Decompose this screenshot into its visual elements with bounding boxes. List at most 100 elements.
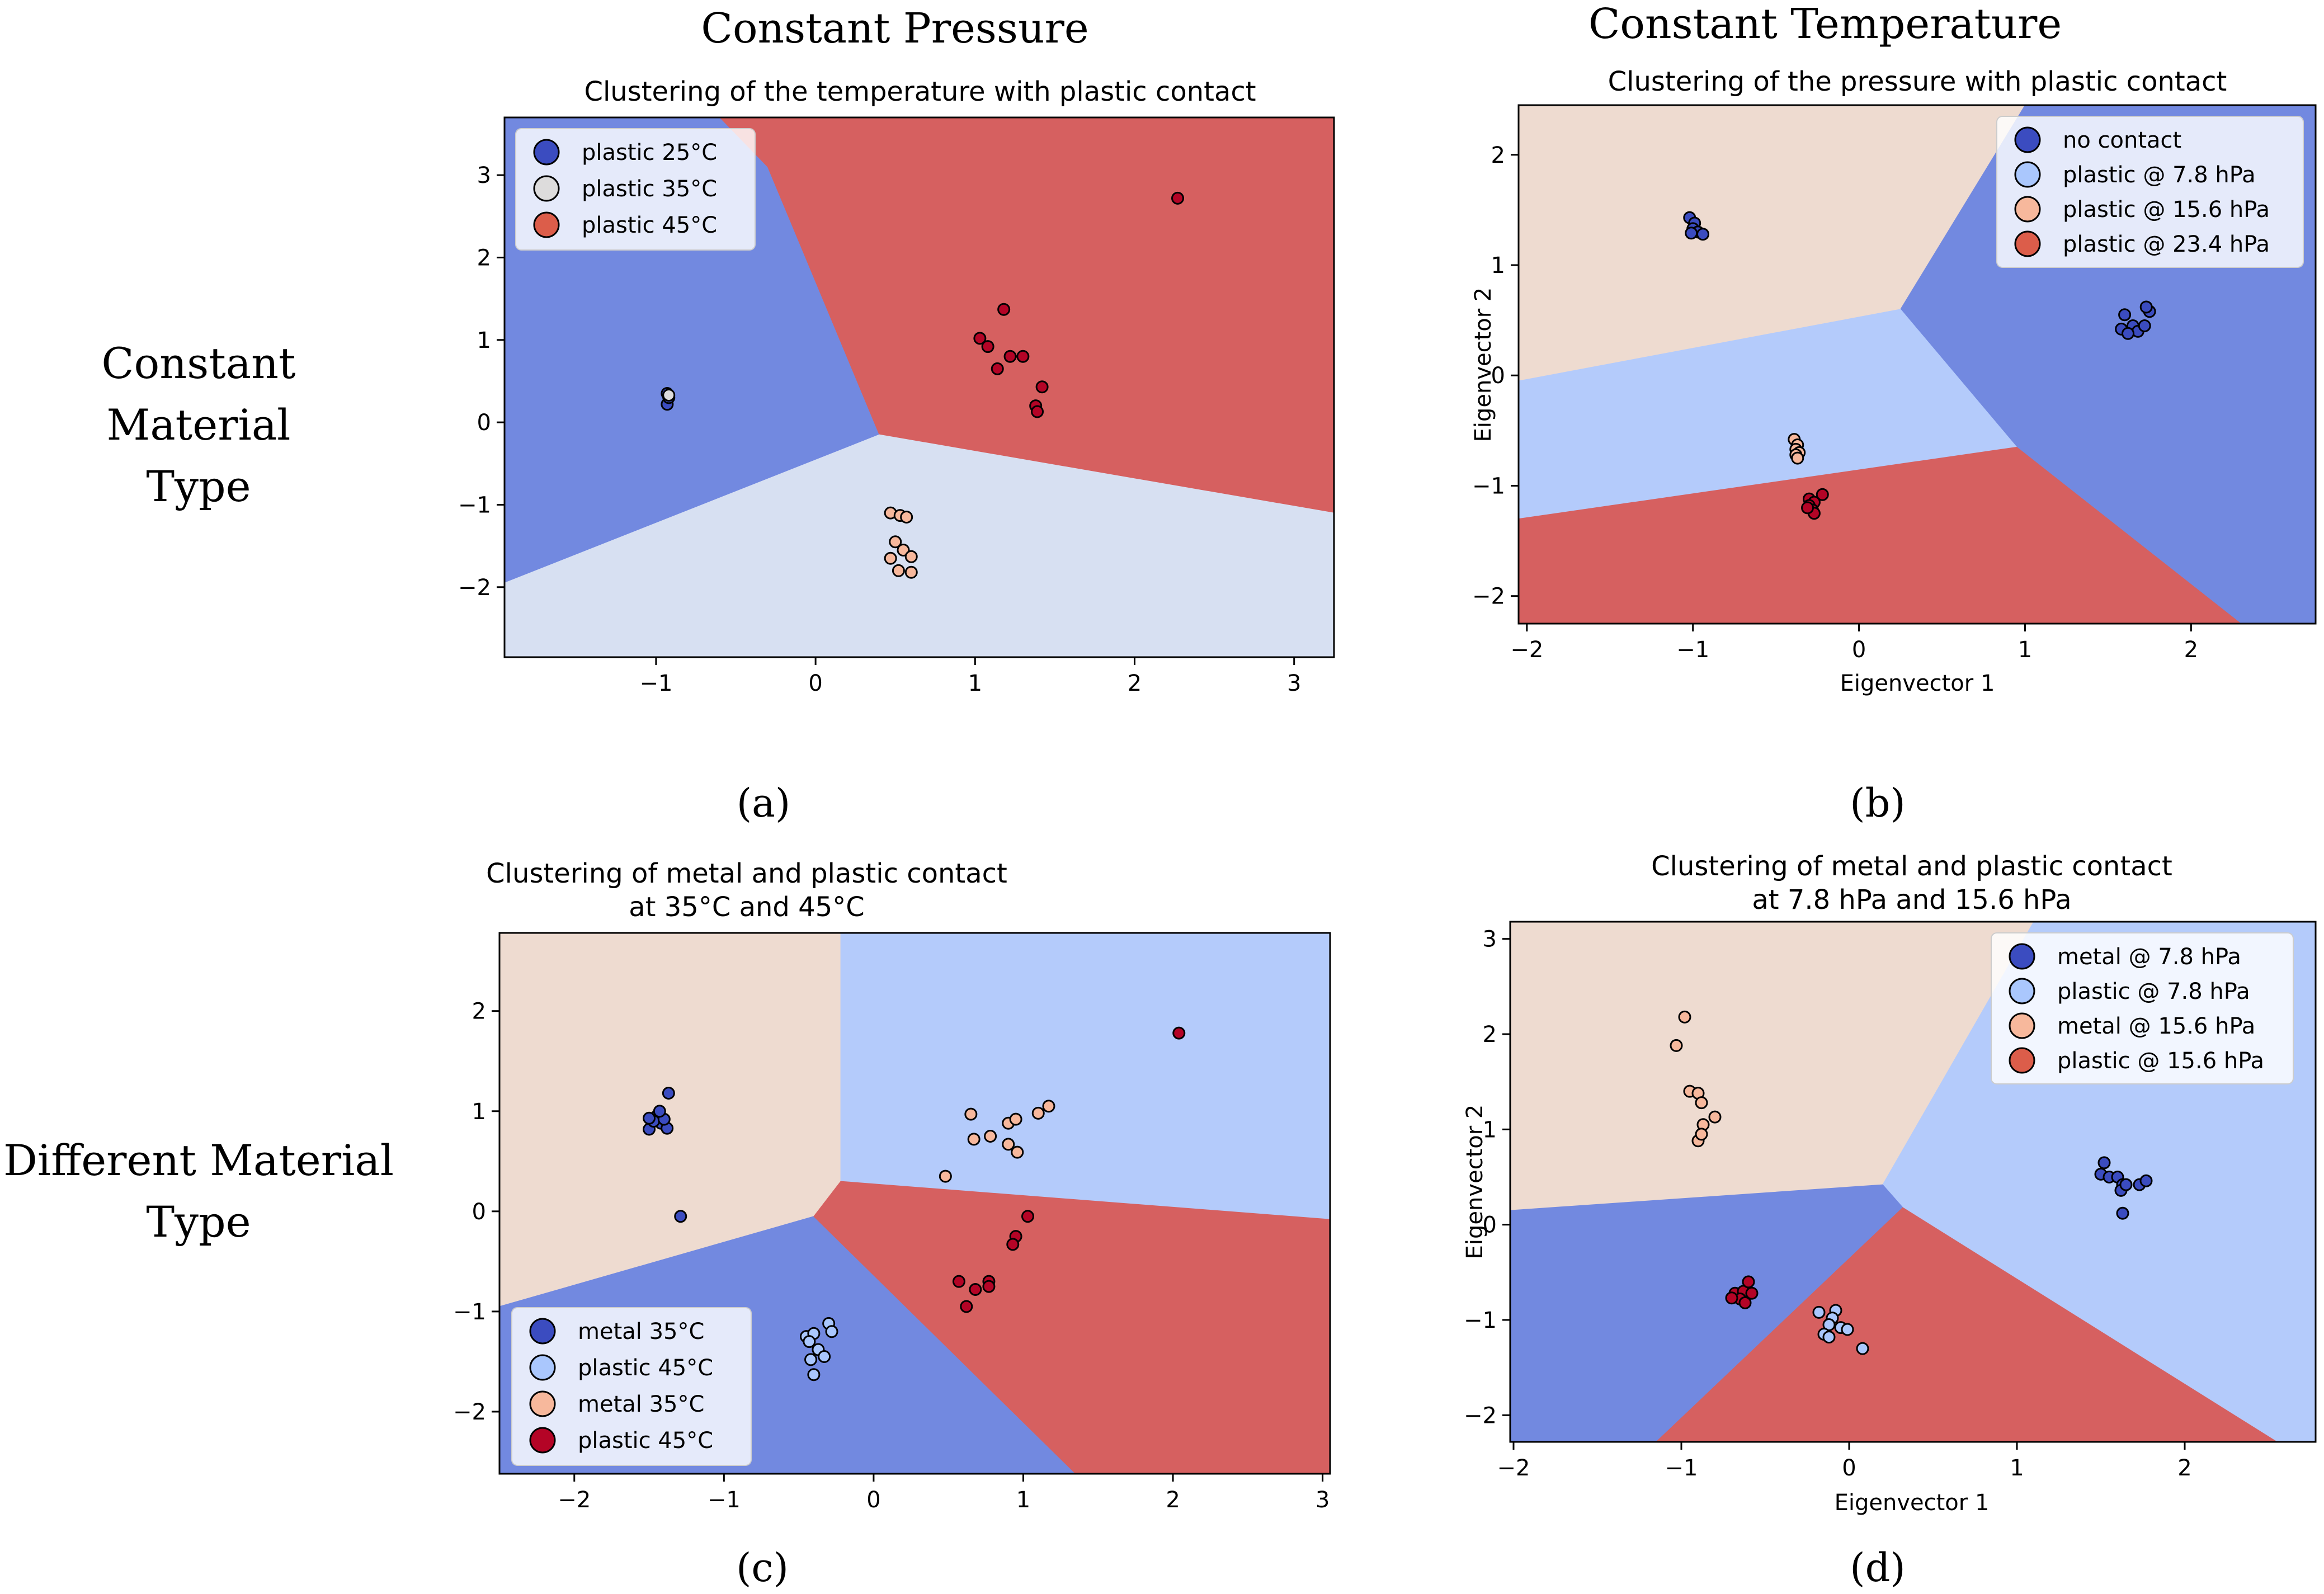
data-point xyxy=(1725,1291,1738,1305)
legend-marker xyxy=(533,139,560,166)
data-point xyxy=(960,1300,973,1313)
x-tick-label: −1 xyxy=(708,1487,741,1513)
data-point xyxy=(952,1275,965,1288)
x-tick-label: −1 xyxy=(639,671,672,696)
data-point xyxy=(1695,1096,1708,1110)
caption-c: (c) xyxy=(736,1545,789,1591)
data-point xyxy=(904,550,918,563)
x-tick-label: 0 xyxy=(1842,1455,1856,1481)
chart-title: Clustering of metal and plastic contact xyxy=(1651,851,2172,882)
data-point xyxy=(1708,1110,1722,1124)
x-tick-label: −2 xyxy=(1497,1455,1530,1481)
data-point xyxy=(674,1210,687,1223)
chart-panel-a: −1 0 1 2 3 −2 −1 0 1 2 3 Clustering of the temperat… xyxy=(458,76,1335,696)
x-axis-label: Eigenvector 1 xyxy=(1835,1490,1990,1516)
legend-label: plastic 45°C xyxy=(582,213,717,238)
x-tick-label: 2 xyxy=(1166,1487,1180,1513)
legend-label: plastic 25°C xyxy=(582,140,717,166)
y-tick-label: −2 xyxy=(458,575,491,601)
data-point xyxy=(904,565,918,579)
data-point xyxy=(807,1368,821,1381)
y-tick-label: 2 xyxy=(477,245,491,271)
y-tick-label: 2 xyxy=(1491,143,1505,168)
chart-panel-b: −2 −1 0 1 2 −2 −1 0 1 2 Clustering of the pressure… xyxy=(1470,66,2317,696)
x-tick-label: 1 xyxy=(2018,637,2032,663)
x-tick-label: −1 xyxy=(1665,1455,1698,1481)
data-point xyxy=(1042,1100,1055,1113)
data-point xyxy=(1812,1305,1826,1319)
data-point xyxy=(900,511,913,524)
data-point xyxy=(2097,1156,2111,1169)
caption-d: (d) xyxy=(1850,1545,1906,1591)
data-point xyxy=(643,1111,656,1125)
x-tick-label: 2 xyxy=(2184,637,2198,663)
legend-label: metal 35°C xyxy=(578,1392,704,1417)
legend-marker xyxy=(2009,1012,2035,1039)
y-axis-label: Eigenvector 2 xyxy=(1462,1105,1488,1260)
row-label-constant-material-type: Constant Material Type xyxy=(3,333,394,517)
legend-label: plastic 45°C xyxy=(578,1355,713,1381)
legend-marker xyxy=(529,1427,556,1454)
x-tick-label: 3 xyxy=(1287,671,1301,696)
legend-box xyxy=(1996,116,2304,268)
data-point xyxy=(803,1335,816,1348)
legend-marker xyxy=(529,1390,556,1417)
row-label-line: Type xyxy=(146,1197,251,1247)
data-point xyxy=(1006,1238,1020,1251)
legend-box xyxy=(511,1307,752,1466)
data-point xyxy=(1745,1286,1759,1300)
column-header-constant-pressure: Constant Pressure xyxy=(701,4,1089,53)
row-label-line: Different Material xyxy=(3,1135,394,1185)
x-tick-label: 0 xyxy=(1852,637,1866,663)
y-tick-label: −1 xyxy=(1464,1308,1497,1333)
data-point xyxy=(1841,1323,1854,1336)
data-point xyxy=(1670,1039,1683,1052)
data-point xyxy=(889,535,902,549)
data-point xyxy=(1035,380,1049,394)
legend-label: no contact xyxy=(2063,128,2181,153)
data-point xyxy=(1021,1210,1035,1223)
y-tick-label: 1 xyxy=(1483,1117,1497,1143)
data-point xyxy=(2138,319,2151,332)
x-tick-label: 0 xyxy=(808,671,822,696)
legend-marker xyxy=(533,175,560,202)
legend: metal 35°C plastic 45°C metal 35°C plastic … xyxy=(511,1307,752,1466)
y-tick-label: −2 xyxy=(1464,1403,1497,1428)
data-point xyxy=(1791,451,1804,465)
x-tick-label: 1 xyxy=(1016,1487,1030,1513)
legend-label: plastic @ 7.8 hPa xyxy=(2057,979,2250,1004)
legend-box xyxy=(1991,932,2294,1084)
legend-label: plastic @ 23.4 hPa xyxy=(2063,232,2270,257)
data-point xyxy=(1822,1331,1836,1344)
x-tick-label: 2 xyxy=(1128,671,1142,696)
data-point xyxy=(825,1325,838,1338)
data-point xyxy=(2116,1206,2129,1220)
plot-frame xyxy=(503,116,1335,658)
row-label-different-material-type: Different Material Type xyxy=(3,1130,394,1253)
y-tick-label: 1 xyxy=(477,328,491,353)
column-header-constant-temperature: Constant Temperature xyxy=(1588,0,2062,48)
legend-label: plastic 35°C xyxy=(582,176,717,202)
y-tick-label: 0 xyxy=(1483,1213,1497,1238)
legend: no contact plastic @ 7.8 hPa plastic @ 15.… xyxy=(1996,116,2304,268)
legend: plastic 25°C plastic 35°C plastic 45°C xyxy=(515,128,756,251)
x-tick-label: −1 xyxy=(1676,637,1709,663)
data-point xyxy=(1685,227,1698,240)
caption-a: (a) xyxy=(736,780,791,826)
data-point xyxy=(2139,1174,2153,1187)
chart-panel-d: −2 −1 0 1 2 −2 −1 0 1 2 3 Clustering of metal and p… xyxy=(1462,851,2317,1516)
data-point xyxy=(884,551,897,565)
legend-marker xyxy=(2009,943,2035,970)
row-label-line: Constant Material xyxy=(101,338,296,450)
legend-marker xyxy=(2014,196,2041,223)
chart-title-line2: at 35°C and 45°C xyxy=(629,892,865,923)
legend-marker xyxy=(2009,1047,2035,1074)
legend-marker xyxy=(533,211,560,238)
legend-label: plastic @ 7.8 hPa xyxy=(2063,162,2256,188)
data-point xyxy=(1696,228,1710,241)
plot-frame xyxy=(498,932,1331,1475)
legend-marker xyxy=(529,1354,556,1381)
x-tick-label: −2 xyxy=(558,1487,591,1513)
data-point xyxy=(1816,488,1829,501)
data-point xyxy=(1016,350,1030,363)
